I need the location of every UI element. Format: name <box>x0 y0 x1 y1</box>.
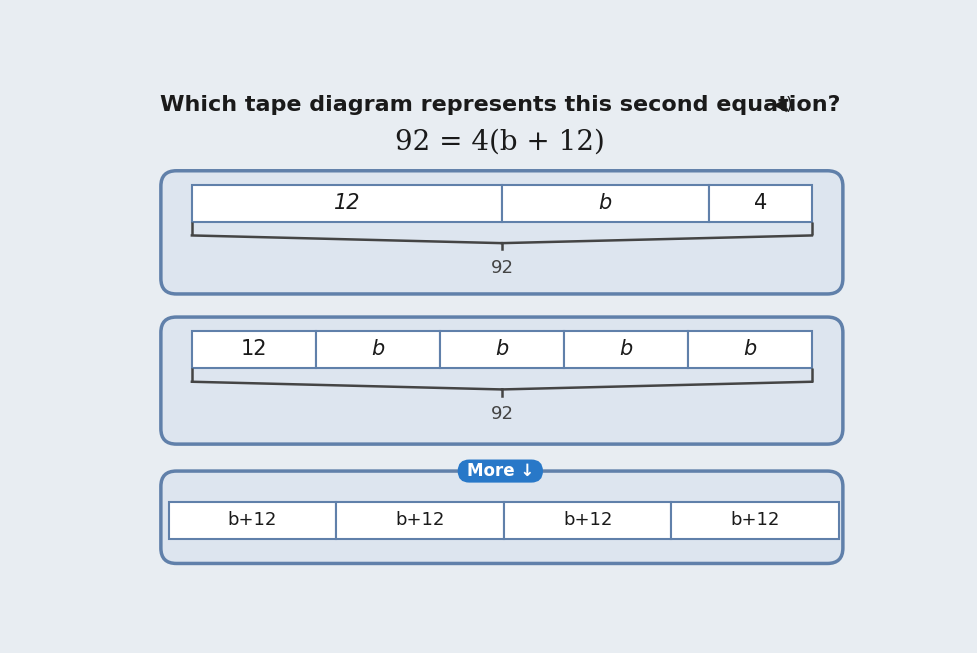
Bar <box>671 502 839 539</box>
Text: ◀): ◀) <box>773 95 794 114</box>
FancyBboxPatch shape <box>457 460 543 483</box>
Bar <box>564 331 688 368</box>
Bar <box>708 185 812 221</box>
Text: 12: 12 <box>333 193 361 213</box>
Text: b+12: b+12 <box>731 511 780 530</box>
Text: b: b <box>599 193 612 213</box>
Text: More ↓: More ↓ <box>467 462 534 480</box>
Bar <box>169 502 336 539</box>
Bar <box>440 331 564 368</box>
Text: 92: 92 <box>490 405 513 423</box>
Bar <box>504 502 671 539</box>
Text: 12: 12 <box>240 340 267 359</box>
Bar <box>191 331 316 368</box>
Bar <box>688 331 812 368</box>
Text: 92 = 4(b + 12): 92 = 4(b + 12) <box>396 129 606 155</box>
Text: 4: 4 <box>753 193 767 213</box>
Text: b+12: b+12 <box>228 511 277 530</box>
Text: b: b <box>495 340 508 359</box>
FancyBboxPatch shape <box>161 317 843 444</box>
Text: b: b <box>371 340 385 359</box>
Bar <box>502 185 708 221</box>
Bar <box>336 502 504 539</box>
Text: b: b <box>743 340 756 359</box>
Bar <box>191 185 502 221</box>
FancyBboxPatch shape <box>161 471 843 564</box>
Text: 92: 92 <box>490 259 513 276</box>
Text: b+12: b+12 <box>563 511 613 530</box>
Text: b+12: b+12 <box>396 511 445 530</box>
Text: Which tape diagram represents this second equation?: Which tape diagram represents this secon… <box>160 95 840 116</box>
Bar <box>316 331 440 368</box>
Text: b: b <box>619 340 632 359</box>
FancyBboxPatch shape <box>161 171 843 294</box>
